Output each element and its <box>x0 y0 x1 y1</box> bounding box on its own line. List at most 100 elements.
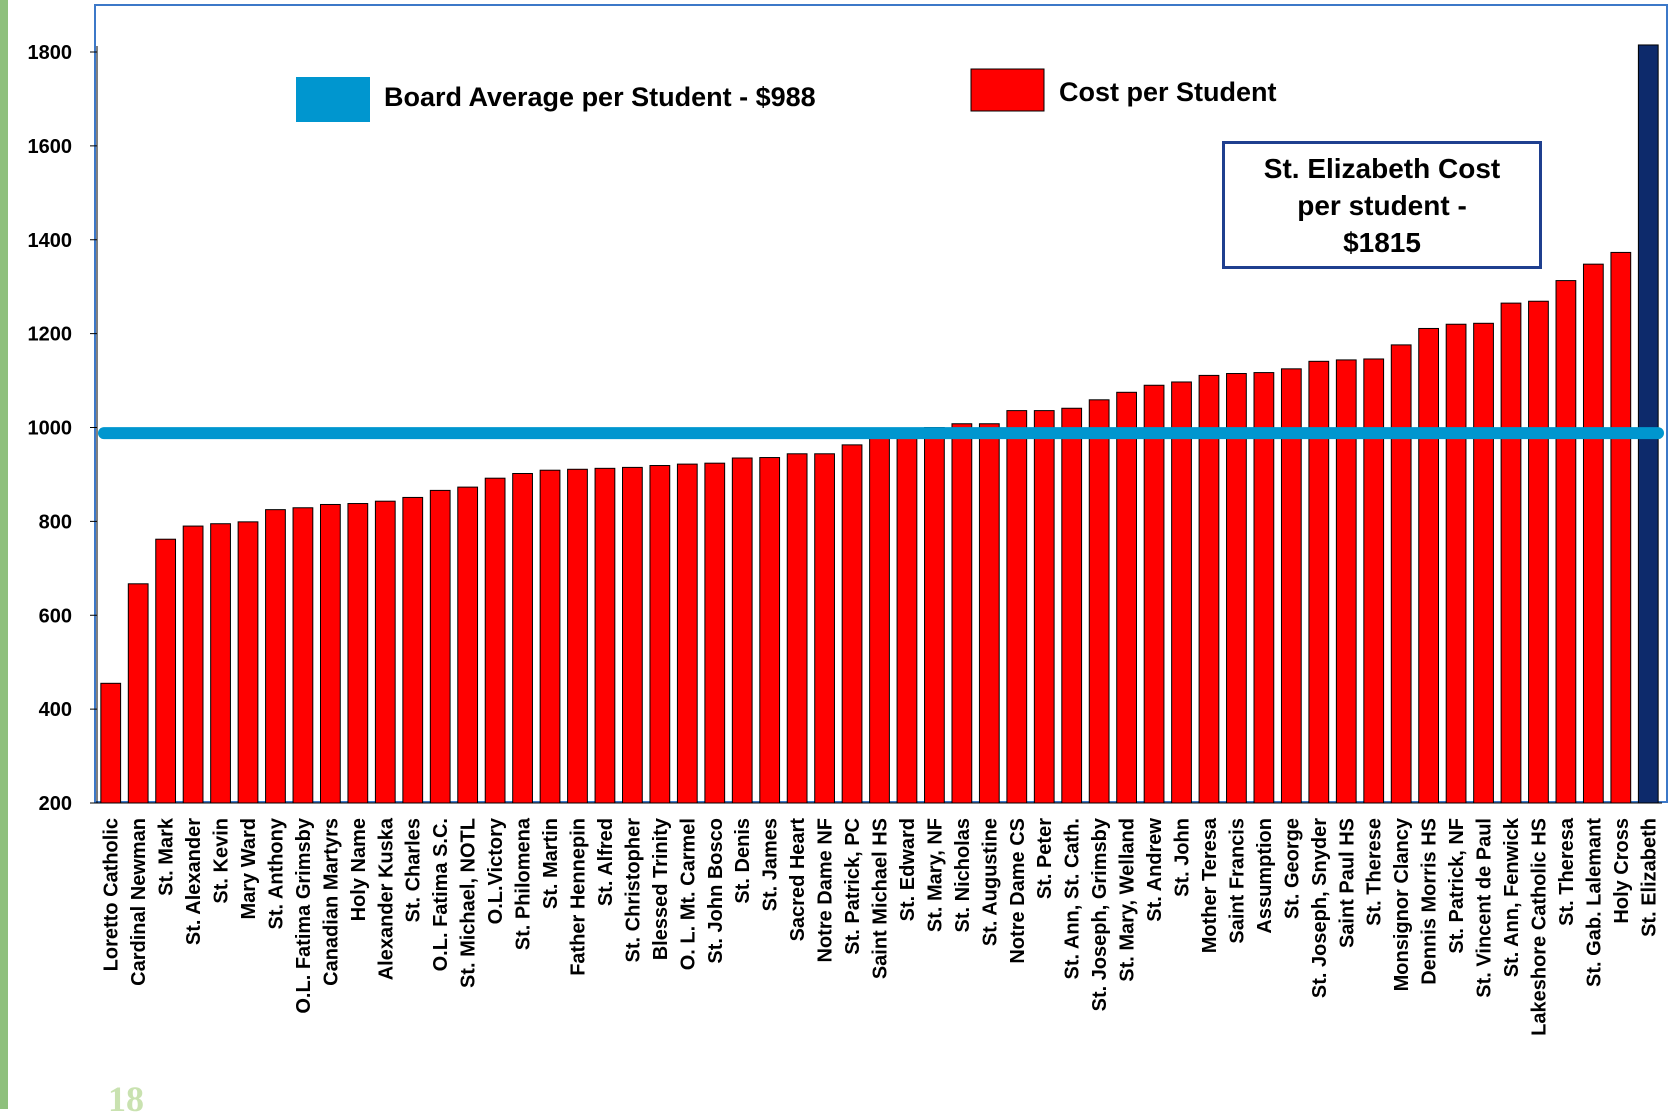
bar <box>1335 359 1357 804</box>
st-elizabeth-callout: St. Elizabeth Cost per student - $1815 <box>1222 141 1542 269</box>
x-category-label: St. Charles <box>403 818 425 922</box>
bar <box>265 509 286 804</box>
x-category-label: Monsignor Clancy <box>1391 817 1413 991</box>
x-category-label: Notre Dame CS <box>1007 818 1029 964</box>
y-tick-label: 1400 <box>28 230 73 252</box>
x-category-label: St. Nicholas <box>952 818 974 932</box>
x-category-label: St. Andrew <box>1144 818 1166 922</box>
bar <box>100 682 122 804</box>
bar <box>786 453 808 804</box>
x-category-label: St. Joseph, Grimsby <box>1089 817 1111 1011</box>
bar <box>1582 263 1604 804</box>
x-category-label: St. Ann, Fenwick <box>1501 817 1523 977</box>
bar <box>182 525 204 804</box>
callout-line-2: per student - <box>1297 189 1467 221</box>
y-tick-label: 1600 <box>28 136 73 158</box>
x-category-label: O.L. Fatima Grimsby <box>293 817 315 1013</box>
bar <box>978 423 1000 804</box>
bar <box>457 486 479 804</box>
bar <box>1143 384 1165 804</box>
x-category-label: St. Joseph, Snyder <box>1309 818 1331 998</box>
x-axis-labels: Loretto Catholic Cardinal Newman St. Mark S… <box>101 817 1661 1036</box>
x-category-label: St. Augustine <box>979 818 1001 946</box>
bar <box>1363 358 1385 804</box>
bar <box>1473 322 1494 804</box>
x-category-label: St. Patrick, PC <box>842 818 864 955</box>
bar <box>429 489 451 804</box>
bar <box>319 503 341 804</box>
y-tick-label: 200 <box>39 793 72 815</box>
x-category-label: Lakeshore Catholic HS <box>1528 818 1550 1036</box>
legend: Board Average per Student - $988 Cost pe… <box>296 68 1277 122</box>
bar-highlight <box>1637 44 1659 804</box>
bar <box>402 496 424 804</box>
bar <box>896 431 918 804</box>
x-category-label: Notre Dame NF <box>815 818 837 962</box>
bar <box>594 467 616 804</box>
x-category-label: St. Patrick, NF <box>1446 818 1468 954</box>
bar <box>676 463 698 804</box>
x-category-label: Holy Cross <box>1611 818 1633 924</box>
x-category-label: St. John Bosco <box>705 818 727 964</box>
x-category-label: Mary Ward <box>238 818 260 920</box>
slide-accent-band <box>0 0 8 1109</box>
bar <box>1555 280 1577 804</box>
bar <box>1418 327 1440 804</box>
bar <box>622 466 643 804</box>
x-category-label: Loretto Catholic <box>101 818 123 971</box>
x-category-label: St. Therese <box>1364 818 1386 926</box>
x-category-label: St. Christopher <box>622 818 644 963</box>
x-category-label: St. Gab. Lalemant <box>1583 818 1605 987</box>
bar <box>539 469 561 804</box>
x-category-label: St. Kevin <box>211 818 233 904</box>
x-category-label: Blessed Trinity <box>650 817 672 960</box>
x-category-label: St. Edward <box>897 818 919 921</box>
x-category-label: Alexander Kuska <box>375 817 397 980</box>
x-category-label: St. George <box>1281 818 1303 919</box>
x-category-label: Saint Michael HS <box>870 818 892 979</box>
bar <box>924 427 945 804</box>
x-category-label: Saint Paul HS <box>1336 818 1358 948</box>
bar <box>292 507 314 804</box>
x-category-label: St. Philomena <box>513 817 535 950</box>
bar <box>210 523 231 804</box>
x-category-label: Dennis Morris HS <box>1419 818 1441 985</box>
bar <box>1445 323 1467 804</box>
y-tick-label: 1200 <box>28 324 73 346</box>
x-category-label: St. Vincent de Paul <box>1474 818 1496 998</box>
bars <box>97 44 1662 804</box>
x-category-label: Holy Name <box>348 818 370 921</box>
bar <box>484 477 506 804</box>
bar <box>237 521 259 804</box>
x-category-label: St. Alexander <box>183 818 205 945</box>
bar <box>1061 407 1083 804</box>
x-category-label: St. Michael, NOTL <box>458 818 480 988</box>
x-category-label: Saint Francis <box>1226 818 1248 944</box>
x-category-label: St. Theresa <box>1556 817 1578 926</box>
x-category-label: St. Mary, NF <box>924 818 946 932</box>
bar <box>814 453 835 804</box>
bar <box>649 465 671 804</box>
x-category-label: O.L.Victory <box>485 817 507 924</box>
x-category-label: St. Anthony <box>265 817 287 929</box>
x-category-label: O. L. Mt. Carmel <box>677 818 699 970</box>
x-category-label: Canadian Martyrs <box>320 818 342 986</box>
x-category-label: St. Mark <box>156 817 178 896</box>
bar <box>512 472 533 804</box>
bar <box>1116 391 1137 804</box>
bar <box>347 503 369 804</box>
bar <box>567 468 588 804</box>
bar <box>127 583 149 804</box>
y-tick-label: 1000 <box>28 418 73 440</box>
callout-line-3: $1815 <box>1343 226 1421 258</box>
legend-average-swatch <box>296 77 370 122</box>
bar <box>759 457 781 804</box>
bar <box>731 457 753 804</box>
bar <box>1610 251 1632 804</box>
bar <box>1198 374 1220 804</box>
x-category-label: Sacred Heart <box>787 818 809 942</box>
x-category-label: Cardinal Newman <box>128 818 150 986</box>
bar <box>155 538 177 804</box>
page-number: 18 <box>108 1079 144 1119</box>
